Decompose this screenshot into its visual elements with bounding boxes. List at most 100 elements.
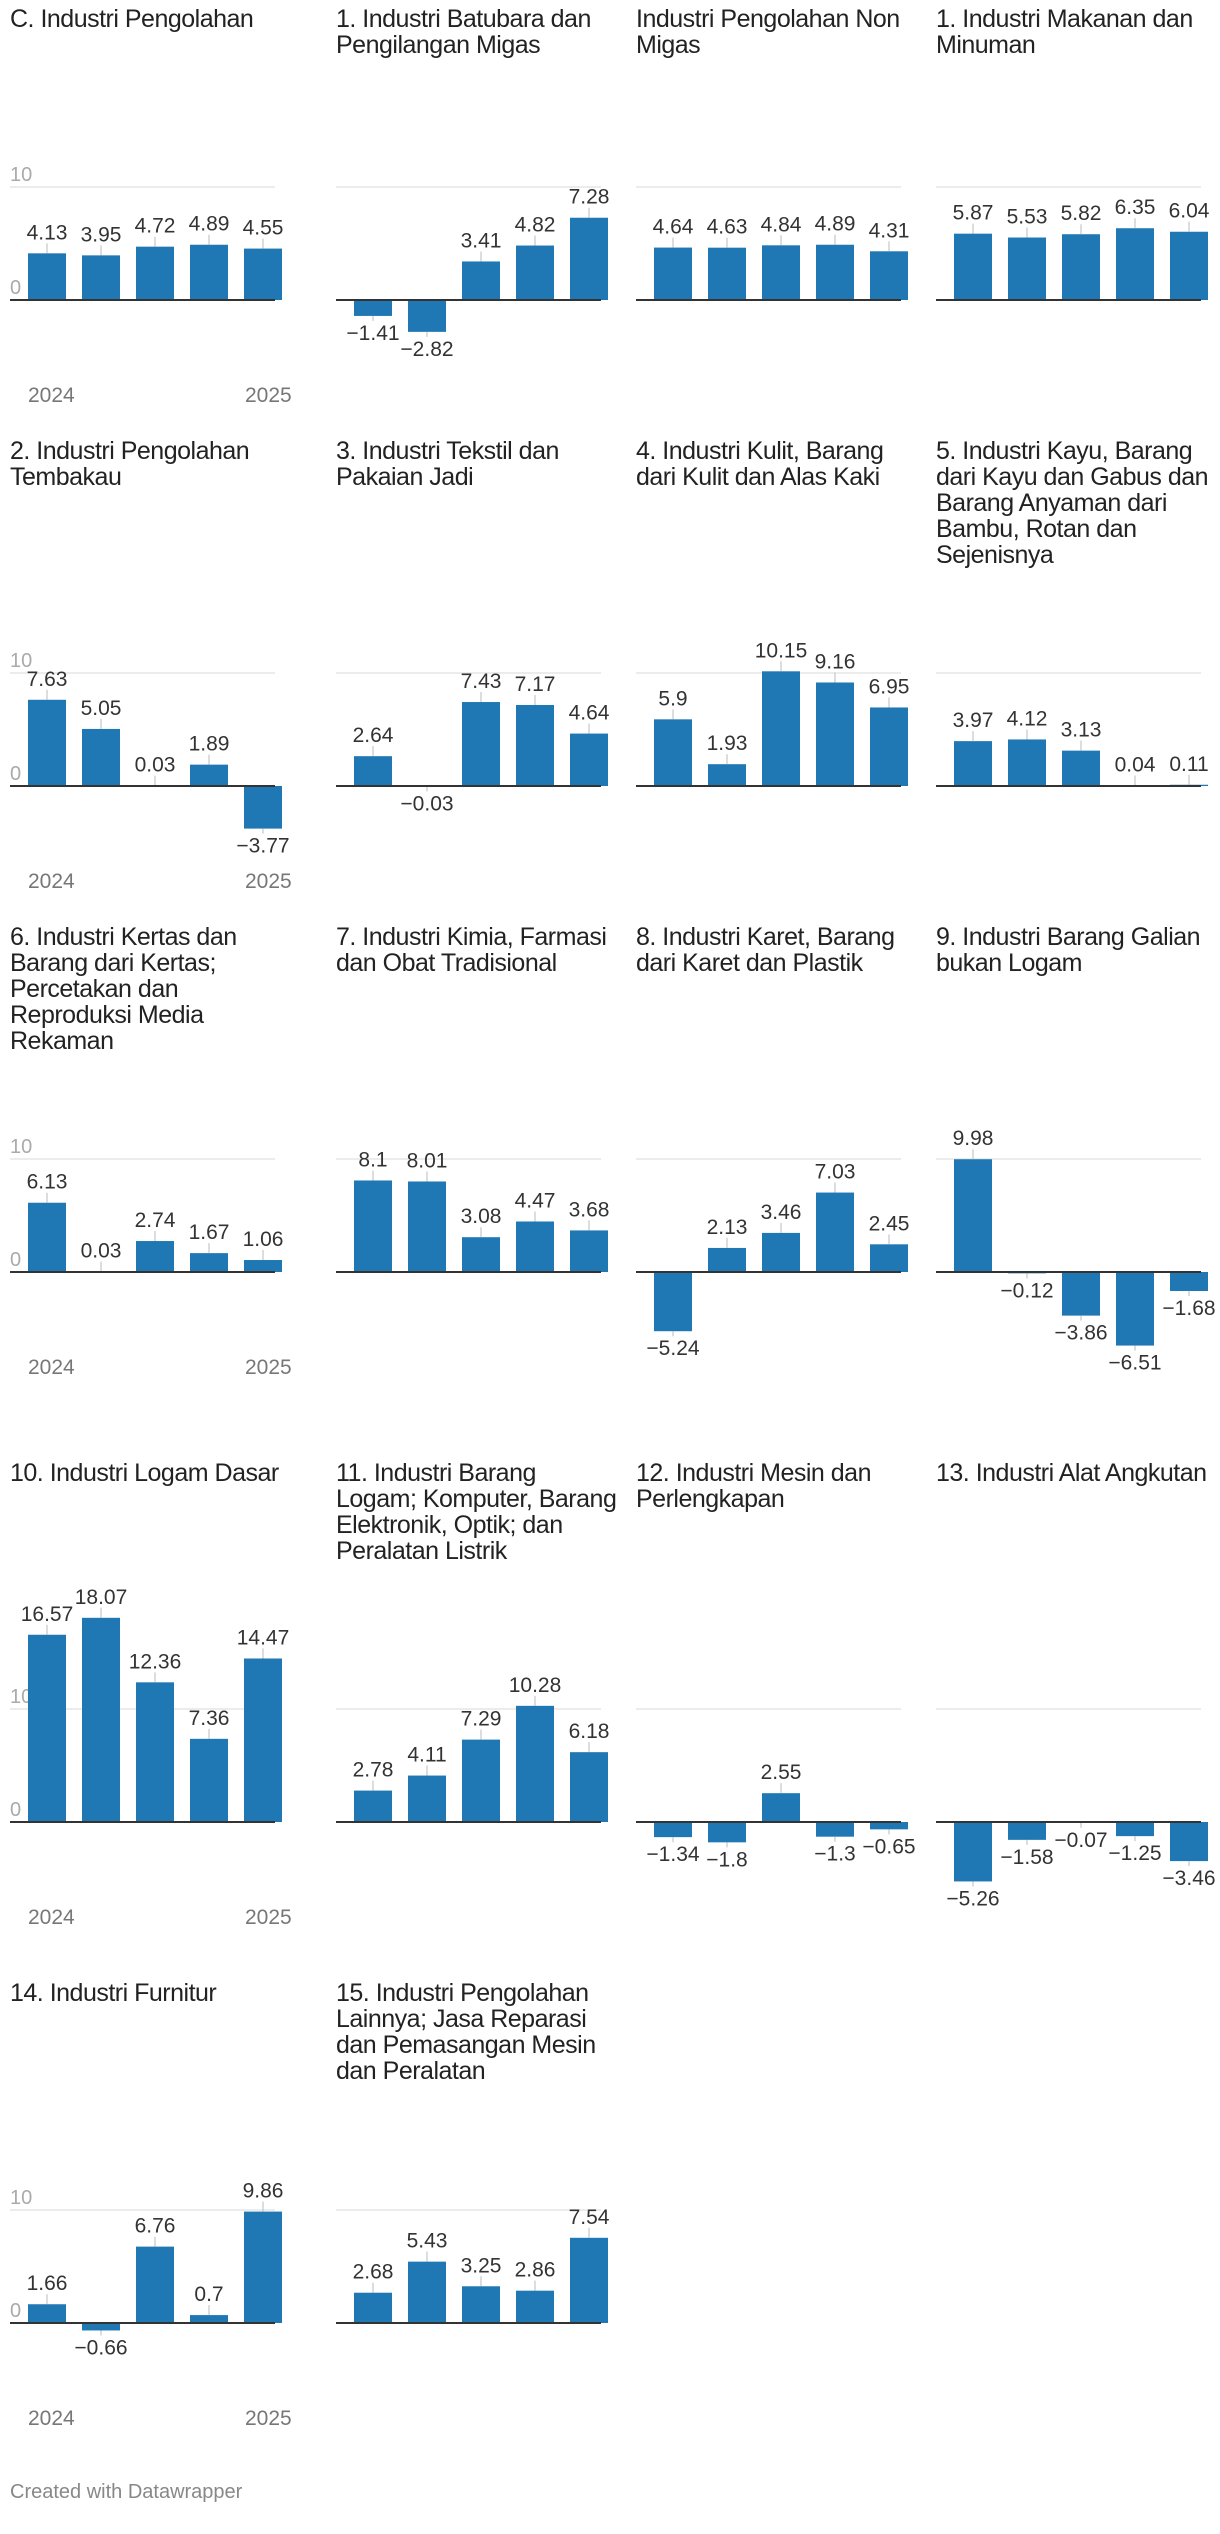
bar xyxy=(408,2261,446,2323)
data-label: 4.47 xyxy=(515,1189,556,1212)
bar xyxy=(136,1241,174,1272)
y-tick-label-0: 0 xyxy=(10,2300,21,2322)
bar xyxy=(190,1738,228,1822)
data-label: 4.13 xyxy=(27,221,68,244)
x-tick-label-start: 2024 xyxy=(28,1356,75,1379)
data-label: 1.93 xyxy=(707,732,748,755)
bar-chart: 2.68 5.43 3.25 2.86 7.54 xyxy=(336,2206,610,2324)
chart-panel: 1. Industri Makanan dan Minuman 5.87 5.53 5… xyxy=(926,0,1216,560)
chart-title: 15. Industri Pengolahan Lainnya; Jasa Re… xyxy=(336,1979,596,2085)
bar xyxy=(1170,1272,1208,1291)
bar xyxy=(762,245,800,300)
data-label: −3.77 xyxy=(236,835,289,858)
chart-title: 5. Industri Kayu, Barang dari Kayu dan G… xyxy=(936,437,1209,569)
bar xyxy=(1116,1272,1154,1346)
bar xyxy=(462,1739,500,1822)
data-label: 2.86 xyxy=(515,2259,556,2282)
data-label: 4.12 xyxy=(1007,707,1048,730)
bar xyxy=(82,2323,120,2331)
x-tick-label-end: 2025 xyxy=(245,2407,292,2430)
chart-title: C. Industri Pengolahan xyxy=(10,5,254,33)
bar-chart: 10 0 7.63 5.05 0.03 1.89 −3.77 2024 2025 xyxy=(10,650,292,893)
bar xyxy=(82,728,120,786)
bar xyxy=(244,2211,282,2323)
bar xyxy=(408,1775,446,1822)
data-label: 8.1 xyxy=(358,1148,387,1171)
bar xyxy=(408,300,446,332)
bar-chart: −1.41−2.82 3.41 4.82 7.28 xyxy=(336,186,610,361)
data-label: 1.67 xyxy=(189,1221,230,1244)
data-label: 4.89 xyxy=(189,213,230,236)
bar xyxy=(762,1793,800,1822)
data-label: 6.18 xyxy=(569,1720,610,1743)
bar xyxy=(570,1230,608,1272)
bar xyxy=(354,1790,392,1822)
chart-panel: 7. Industri Kimia, Farmasi dan Obat Trad… xyxy=(326,918,616,1478)
bar xyxy=(244,1658,282,1822)
chart-title: 3. Industri Tekstil dan Pakaian Jadi xyxy=(336,437,559,491)
chart-panel: 8. Industri Karet, Barang dari Karet dan… xyxy=(626,918,916,1478)
bar xyxy=(1008,739,1046,786)
data-label: 3.41 xyxy=(461,229,502,252)
chart-title: 8. Industri Karet, Barang dari Karet dan… xyxy=(636,923,895,977)
data-label: 2.68 xyxy=(353,2261,394,2284)
data-label: 7.36 xyxy=(189,1707,230,1730)
bar xyxy=(570,2237,608,2323)
y-tick-label-0: 0 xyxy=(10,277,21,299)
data-label: 3.97 xyxy=(953,709,994,732)
data-label: 5.82 xyxy=(1061,202,1102,225)
chart-panel: 9. Industri Barang Galian bukan Logam 9.9… xyxy=(926,918,1216,1478)
data-label: 6.13 xyxy=(27,1171,68,1194)
bar xyxy=(136,246,174,300)
chart-title: 6. Industri Kertas dan Barang dari Kerta… xyxy=(10,923,237,1055)
data-label: 0.03 xyxy=(81,1240,122,1263)
data-label: −0.66 xyxy=(74,2336,127,2359)
footer-credit: Created with Datawrapper xyxy=(10,2481,243,2503)
data-label: 7.28 xyxy=(569,186,610,209)
chart-title: 13. Industri Alat Angkutan xyxy=(936,1459,1207,1487)
bar xyxy=(190,1253,228,1272)
bar-chart: 3.97 4.12 3.13 0.04 0.11 xyxy=(936,672,1209,787)
data-label: −5.26 xyxy=(946,1887,999,1910)
bar xyxy=(516,2290,554,2323)
data-label: 5.43 xyxy=(407,2230,448,2253)
bar xyxy=(516,245,554,300)
bar xyxy=(82,1617,120,1822)
data-label: 3.68 xyxy=(569,1198,610,1221)
bar xyxy=(1116,1822,1154,1837)
bar xyxy=(462,702,500,786)
bar-chart: 10 0 1.66 −0.66 6.76 0.7 9.86 2024 2025 xyxy=(10,2180,292,2430)
x-tick-label-start: 2024 xyxy=(28,1906,75,1929)
data-label: 2.13 xyxy=(707,1216,748,1239)
data-label: 2.74 xyxy=(135,1209,176,1232)
bar xyxy=(516,1705,554,1822)
chart-panel: 14. Industri Furnitur 10 0 1.66 −0.66 6.76 0.7… xyxy=(0,1974,292,2534)
x-tick-label-end: 2025 xyxy=(245,1356,292,1379)
data-label: 14.47 xyxy=(237,1626,290,1649)
bar-chart: 2.64 −0.03 7.43 7.17 4.64 xyxy=(336,670,610,815)
x-tick-label-start: 2024 xyxy=(28,2407,75,2430)
bar xyxy=(816,1822,854,1837)
bar xyxy=(1062,1272,1100,1316)
chart-panel: 4. Industri Kulit, Barang dari Kulit dan… xyxy=(626,432,916,992)
bar xyxy=(408,1181,446,1272)
bar xyxy=(570,217,608,300)
data-label: 0.7 xyxy=(194,2283,223,2306)
bar xyxy=(190,2315,228,2323)
data-label: 8.01 xyxy=(407,1149,448,1172)
data-label: 3.13 xyxy=(1061,719,1102,742)
bar xyxy=(462,2286,500,2323)
chart-title: 14. Industri Furnitur xyxy=(10,1979,217,2007)
bar xyxy=(654,719,692,786)
bar-chart: 2.78 4.11 7.29 10.28 6.18 xyxy=(336,1674,610,1823)
chart-title: 7. Industri Kimia, Farmasi dan Obat Trad… xyxy=(336,923,607,977)
bar xyxy=(82,255,120,300)
data-label: 4.72 xyxy=(135,215,176,238)
bar xyxy=(816,682,854,786)
data-label: −1.58 xyxy=(1000,1846,1053,1869)
bar xyxy=(190,244,228,300)
bar xyxy=(954,233,992,300)
data-label: 6.76 xyxy=(135,2215,176,2238)
data-label: −0.03 xyxy=(400,792,453,815)
